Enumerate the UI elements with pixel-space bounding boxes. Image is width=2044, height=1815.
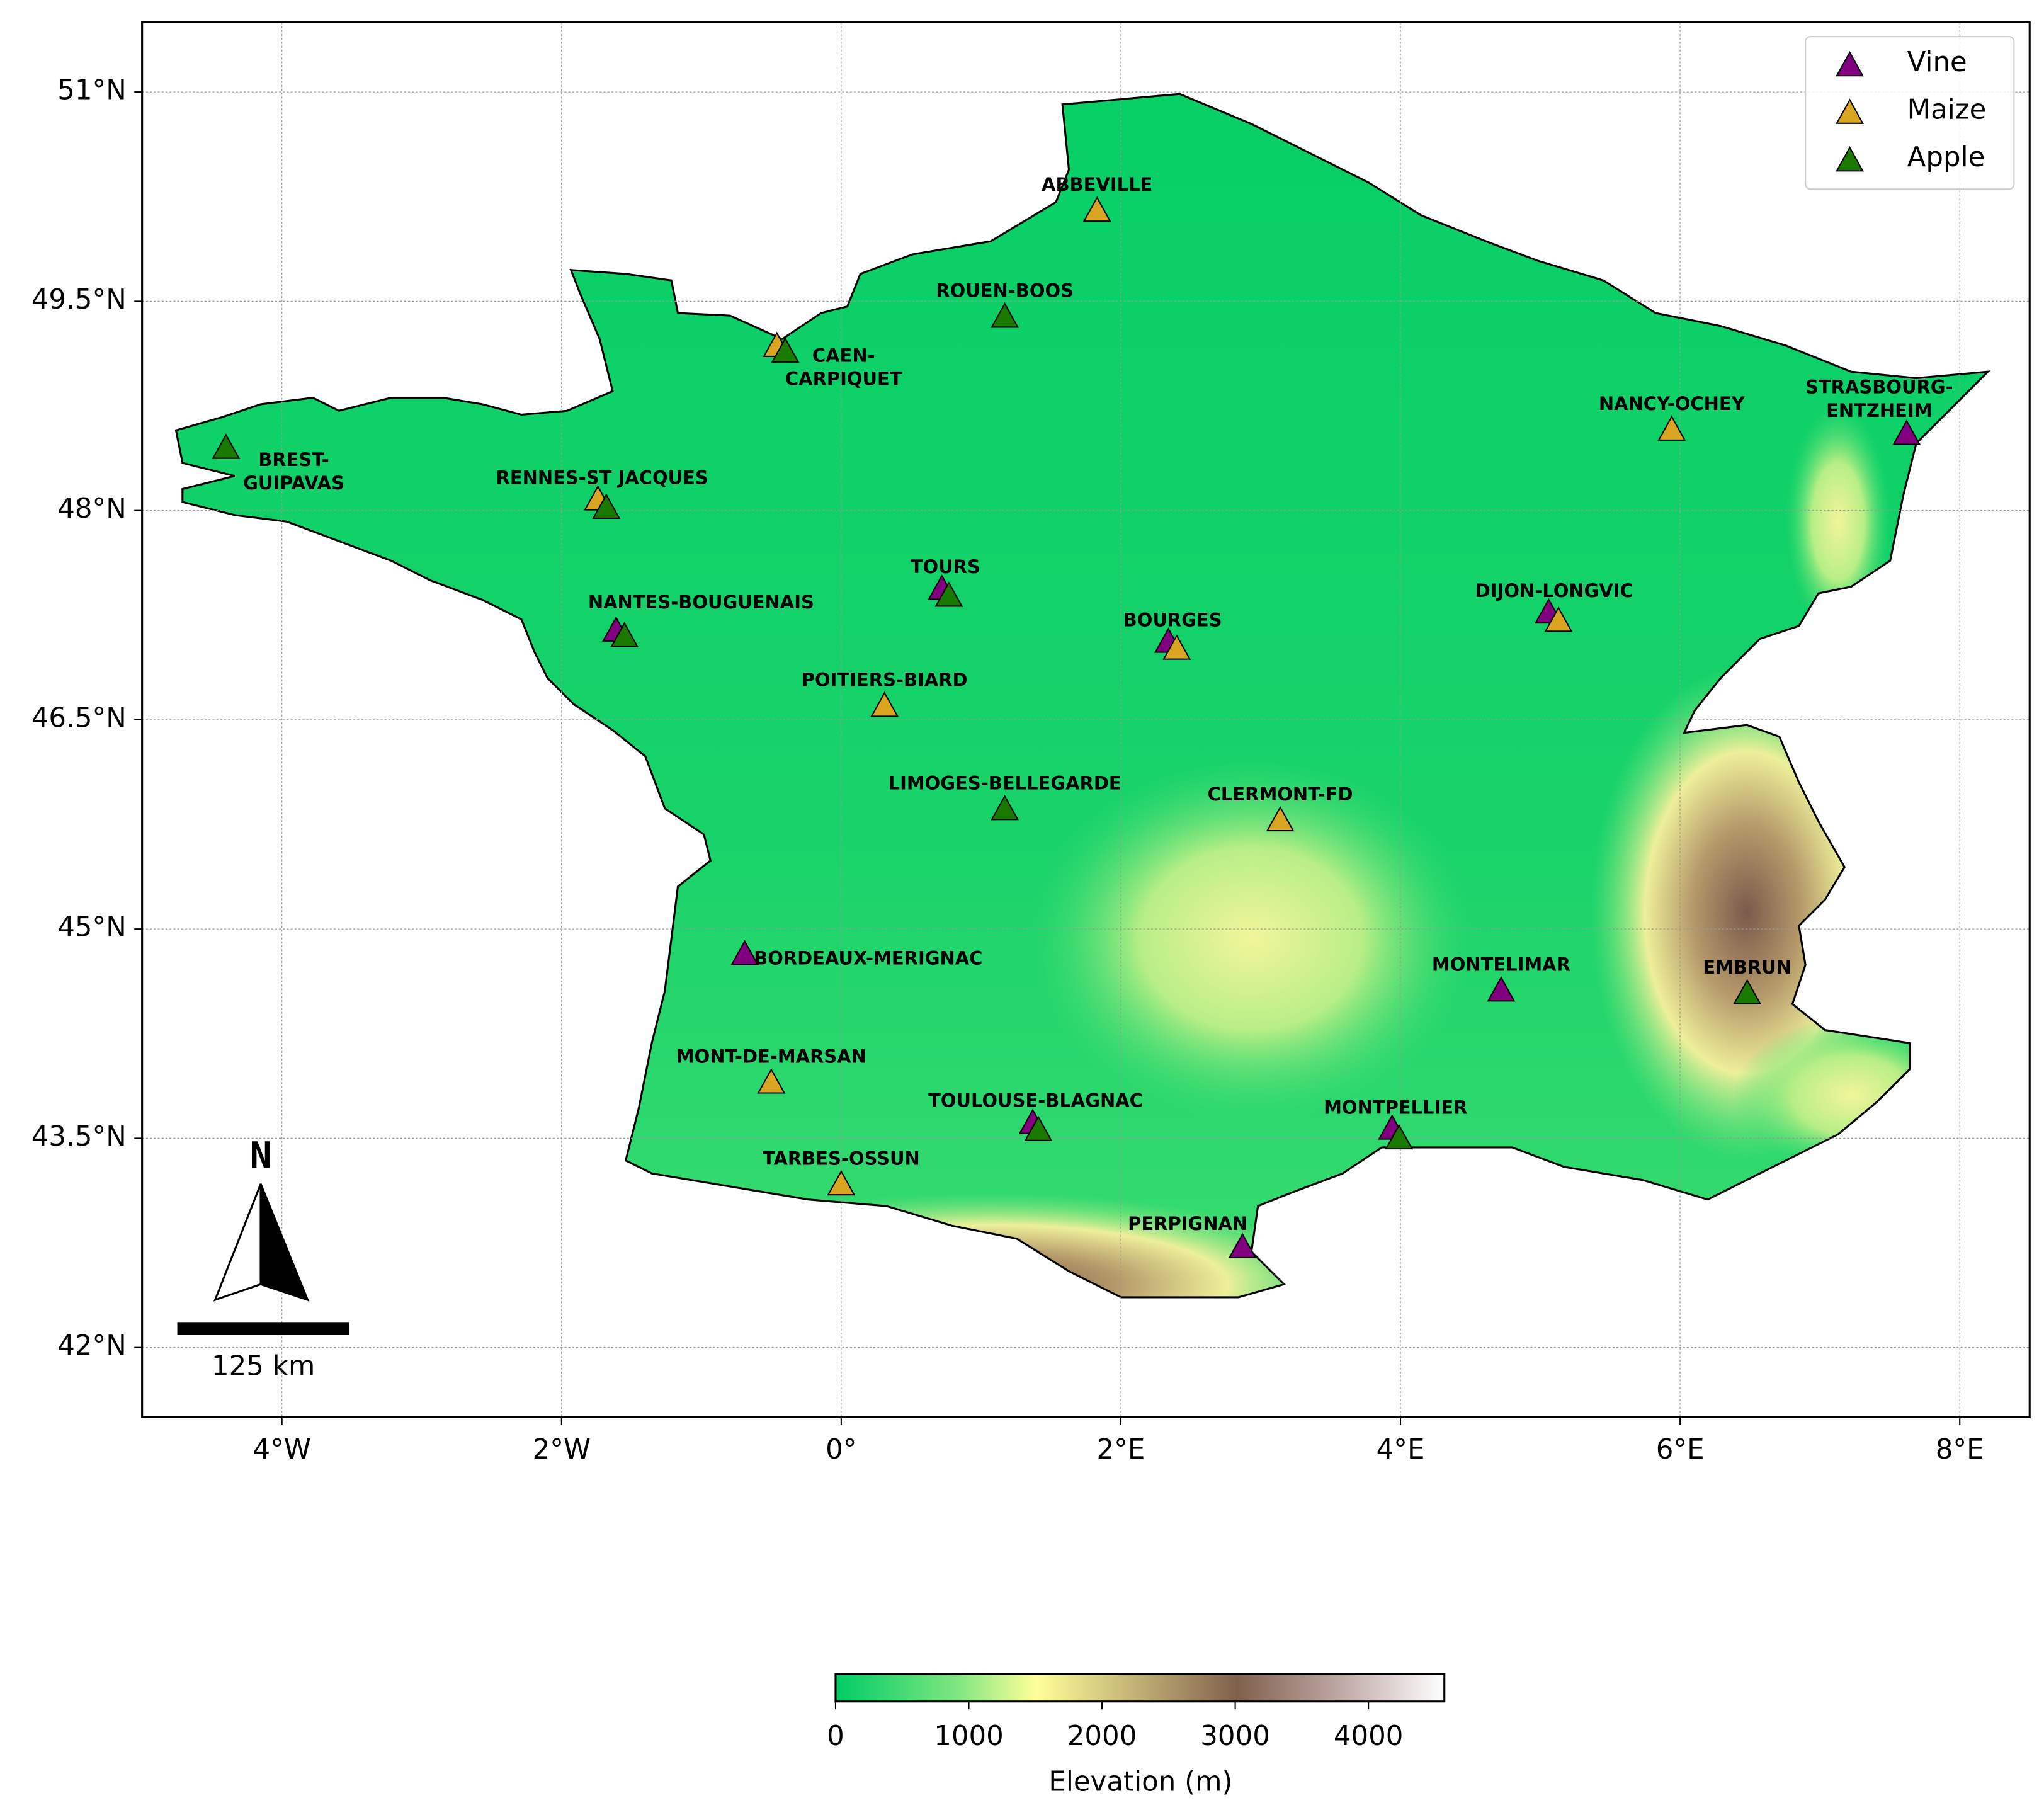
station-label: BORDEAUX-MERIGNAC <box>754 947 982 969</box>
station-marker <box>1892 419 1921 445</box>
station-marker <box>1487 976 1516 1002</box>
station-marker <box>757 1068 786 1094</box>
station-label: ENTZHEIM <box>1826 400 1932 421</box>
station-label: LIMOGES-BELLEGARDE <box>889 772 1121 794</box>
colorbar-label: Elevation (m) <box>1048 1767 1232 1798</box>
north-label: N <box>250 1134 272 1177</box>
y-tick-label: 46.5°N <box>31 702 127 734</box>
x-tick-label: 0° <box>826 1434 856 1465</box>
station-label: TOURS <box>911 556 980 578</box>
scale-label: 125 km <box>212 1350 315 1382</box>
scale-bar: 125 km <box>177 1322 349 1382</box>
land <box>174 93 1989 1299</box>
station-label: MONTELIMAR <box>1432 953 1570 975</box>
y-tick-label: 42°N <box>57 1330 127 1362</box>
station-label: CAEN- <box>812 344 875 366</box>
station-marker <box>1657 415 1686 441</box>
y-tick-label: 45°N <box>57 912 127 943</box>
station-marker <box>1544 606 1573 632</box>
y-tick-label: 49.5°N <box>31 284 127 316</box>
station-marker <box>991 302 1019 328</box>
legend-marker <box>1836 98 1865 124</box>
x-tick-label: 4°E <box>1377 1434 1425 1465</box>
station-label: TARBES-OSSUN <box>763 1147 920 1169</box>
station-label: DIJON-LONGVIC <box>1475 580 1633 601</box>
station-label: RENNES-ST JACQUES <box>496 467 708 488</box>
station-label: MONT-DE-MARSAN <box>676 1046 866 1067</box>
colorbar-tick-label: 4000 <box>1334 1721 1404 1752</box>
station-marker <box>592 493 621 519</box>
station-marker <box>870 691 899 717</box>
colorbar-tick-label: 2000 <box>1067 1721 1137 1752</box>
legend-label: Maize <box>1907 94 1987 126</box>
station-label: NANTES-BOUGUENAIS <box>588 591 814 613</box>
station-marker <box>1162 634 1191 660</box>
x-tick-label: 8°E <box>1936 1434 1984 1465</box>
station-label: BOURGES <box>1123 609 1222 630</box>
station-marker <box>1228 1232 1257 1258</box>
station-marker <box>1082 196 1111 222</box>
station-label: POITIERS-BIARD <box>802 669 968 691</box>
y-tick-label: 48°N <box>57 493 127 525</box>
legend-marker <box>1836 50 1865 77</box>
x-tick-label: 2°W <box>533 1434 591 1465</box>
station-marker <box>827 1169 856 1196</box>
colorbar-tick-label: 1000 <box>934 1721 1004 1752</box>
station-label: MONTPELLIER <box>1324 1096 1467 1118</box>
station-label: EMBRUN <box>1703 957 1791 978</box>
station-marker <box>1733 979 1762 1004</box>
legend-label: Vine <box>1907 47 1967 78</box>
station-label: CARPIQUET <box>785 368 902 390</box>
station-label: TOULOUSE-BLAGNAC <box>928 1090 1143 1111</box>
station-label: STRASBOURG- <box>1805 376 1953 397</box>
station-label: CLERMONT-FD <box>1208 783 1353 805</box>
legend-marker <box>1836 145 1865 172</box>
station-label: ABBEVILLE <box>1042 174 1152 195</box>
station-marker <box>212 433 241 459</box>
colorbar <box>834 1673 1446 1703</box>
x-tick-label: 6°E <box>1656 1434 1705 1465</box>
station-label: ROUEN-BOOS <box>936 280 1074 302</box>
station-label: GUIPAVAS <box>243 472 344 494</box>
y-tick-label: 51°N <box>57 75 127 106</box>
north-arrow: N <box>213 1134 310 1302</box>
x-tick-label: 2°E <box>1097 1434 1145 1465</box>
station-label: NANCY-OCHEY <box>1599 393 1746 414</box>
x-tick-label: 4°W <box>253 1434 311 1465</box>
station-marker <box>610 622 639 647</box>
station-marker <box>730 940 759 965</box>
station-marker <box>771 337 800 363</box>
station-marker <box>991 794 1019 821</box>
station-marker <box>1385 1124 1414 1150</box>
station-marker <box>934 581 963 607</box>
colorbar-tick-label: 3000 <box>1200 1721 1270 1752</box>
station-marker <box>1266 805 1295 832</box>
y-tick-label: 43.5°N <box>31 1121 127 1152</box>
station-label: PERPIGNAN <box>1128 1213 1247 1234</box>
legend-label: Apple <box>1907 142 1985 173</box>
station-label: BREST- <box>258 449 329 470</box>
station-marker <box>1024 1115 1053 1141</box>
colorbar-tick-label: 0 <box>827 1721 844 1752</box>
